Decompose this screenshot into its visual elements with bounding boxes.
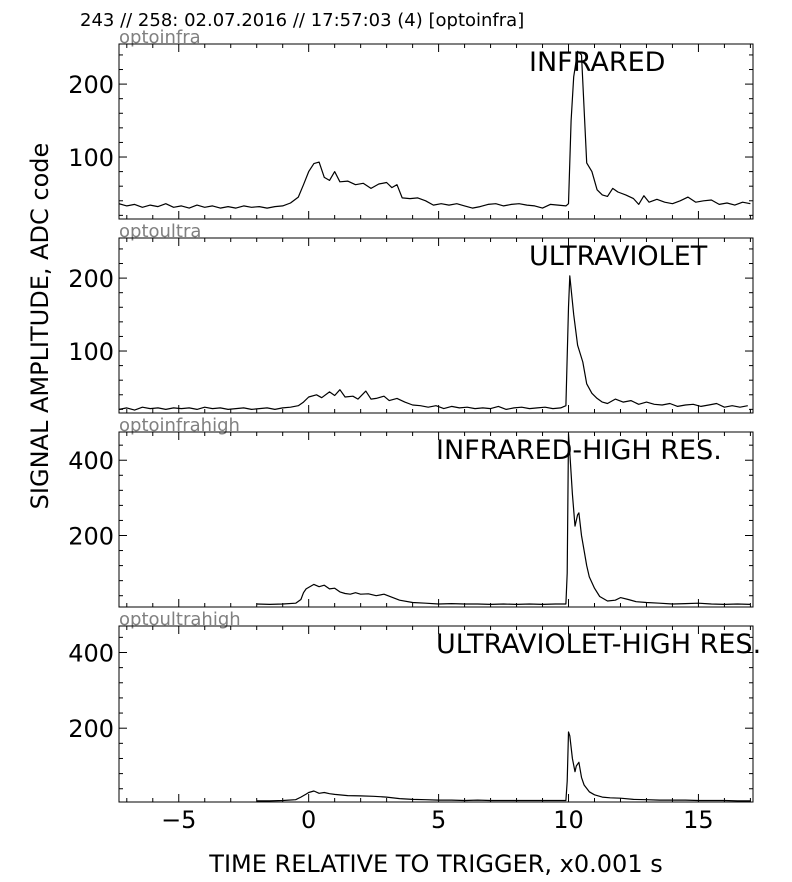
y-tick-label: 100 [68, 144, 114, 172]
y-tick-label: 200 [68, 522, 114, 550]
panel-title-optoultrahigh: optoultrahigh [119, 609, 241, 630]
panel-title-optoultra: optoultra [119, 221, 201, 242]
x-tick-label: 15 [683, 806, 714, 834]
series-line-optoultrahigh [256, 731, 751, 802]
panel-label-optoultra: ULTRAVIOLET [529, 241, 708, 272]
series-line-optoinfra [119, 50, 751, 209]
panel-optoultrahigh: optoultrahigh ULTRAVIOLET-HIGH RES. 200 400… [68, 609, 761, 834]
y-axis-label: SIGNAL AMPLITUDE, ADC code [26, 143, 54, 510]
panel-title-optoinfrahigh: optoinfrahigh [119, 415, 240, 436]
panel-label-optoinfrahigh: INFRARED-HIGH RES. [436, 435, 722, 466]
panel-frame [118, 625, 754, 803]
series-line-optoultra [119, 275, 748, 411]
y-tick-label: 400 [68, 639, 114, 667]
y-tick-label: 200 [68, 715, 114, 743]
x-tick-label: 10 [553, 806, 584, 834]
y-tick-label: 200 [68, 71, 114, 99]
panel-optoinfrahigh: optoinfrahigh INFRARED-HIGH RES. 200 400 [68, 415, 754, 608]
y-tick-label: 100 [68, 338, 114, 366]
panels: optoinfraINFRARED100200optoultraULTRAVIO… [68, 27, 761, 834]
x-tick-label: 5 [431, 806, 446, 834]
panel-title-optoinfra: optoinfra [119, 27, 201, 48]
y-tick-label: 200 [68, 265, 114, 293]
x-axis-label: TIME RELATIVE TO TRIGGER, x0.001 s [208, 850, 662, 878]
panel-frame [118, 431, 754, 608]
x-tick-label: −5 [161, 806, 196, 834]
panel-frame [118, 43, 754, 220]
x-tick-label: 0 [301, 806, 316, 834]
header-text: 243 // 258: 02.07.2016 // 17:57:03 (4) [… [80, 10, 524, 31]
panel-label-optoultrahigh: ULTRAVIOLET-HIGH RES. [436, 629, 761, 660]
y-tick-label: 400 [68, 447, 114, 475]
panel-optoultra: optoultra ULTRAVIOLET 100 200 [68, 221, 754, 414]
panel-optoinfra: optoinfra INFRARED 100 200 [68, 27, 754, 220]
panel-frame [118, 237, 754, 414]
panel-label-optoinfra: INFRARED [529, 47, 665, 78]
